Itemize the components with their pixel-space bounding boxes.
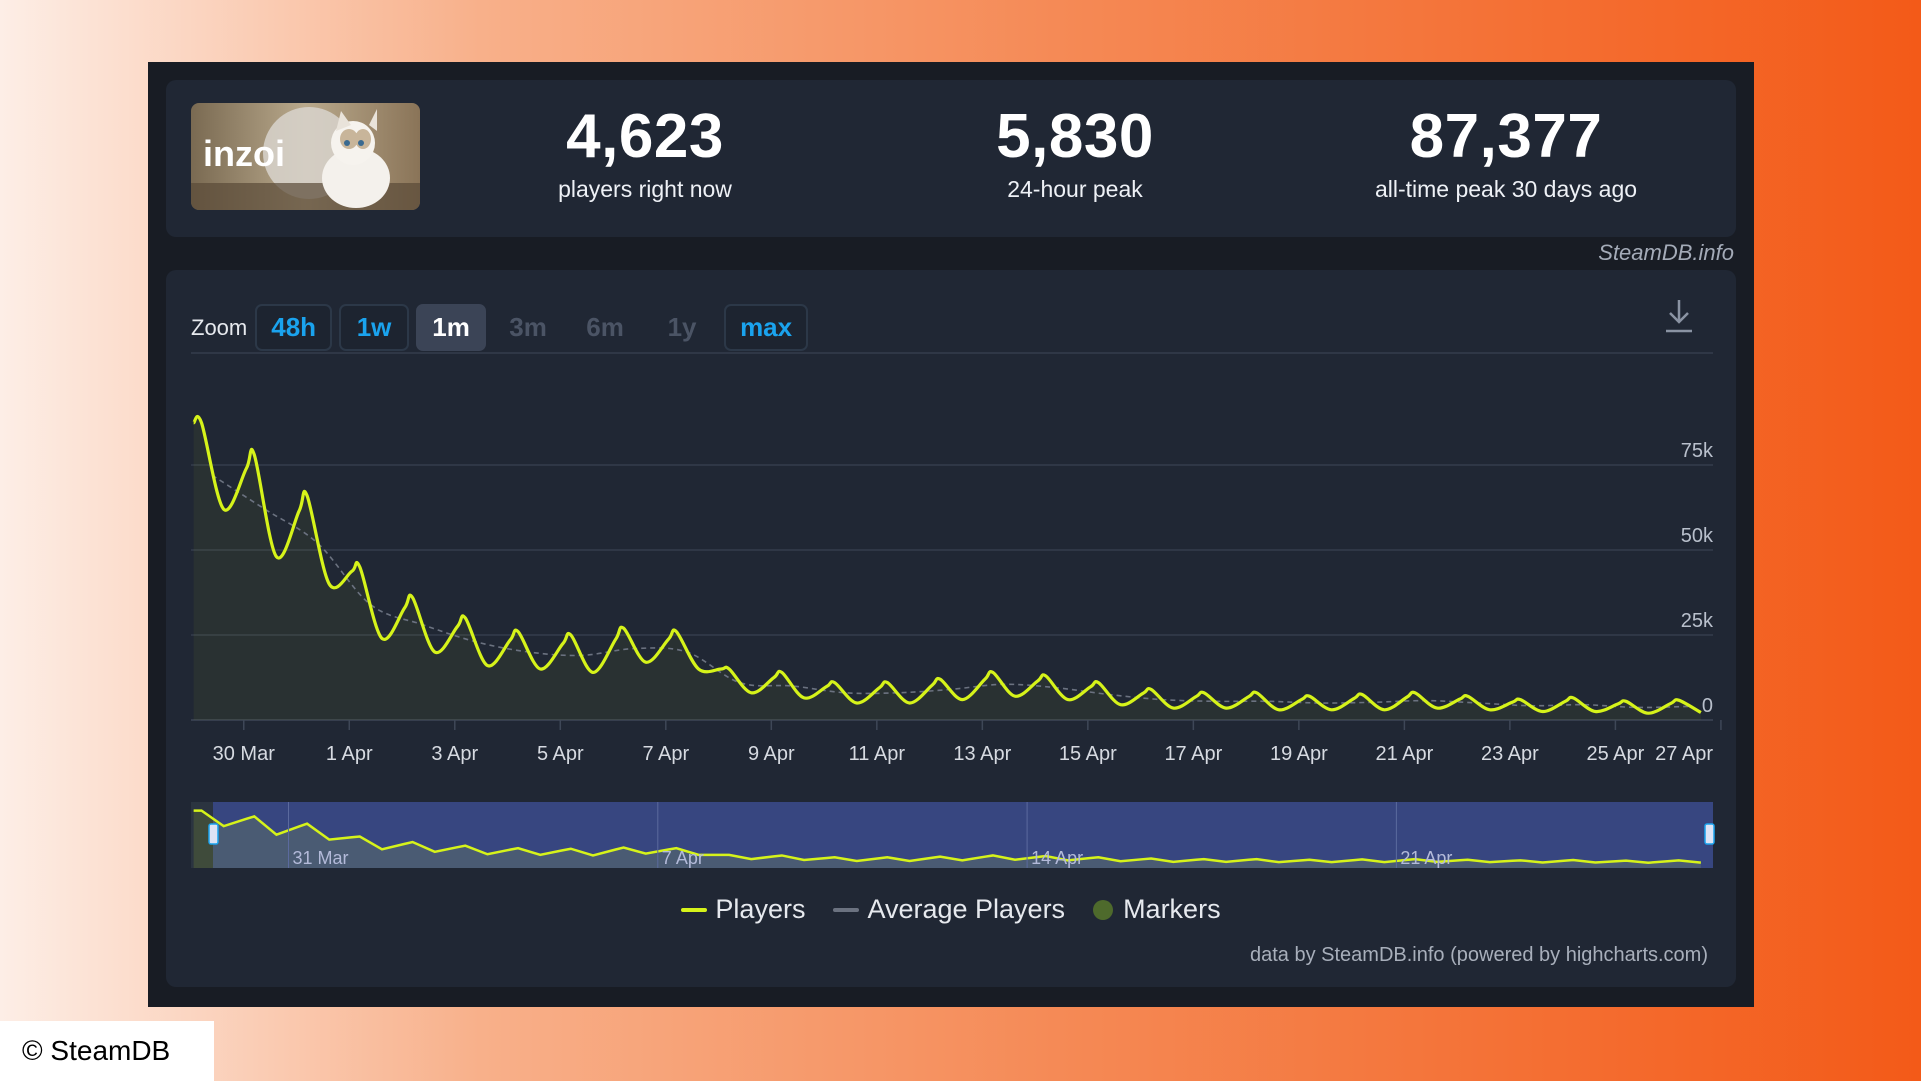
navigator-right-handle[interactable] [1704,823,1715,845]
navigator-selection [213,802,1713,868]
stat-players-now: 4,623 players right now [445,106,845,203]
x-tick-label: 27 Apr [1655,743,1713,765]
stat-value: 87,377 [1409,102,1603,171]
navigator-label: 31 Mar [293,848,349,868]
stat-label: all-time peak 30 days ago [1374,176,1638,202]
x-tick-label: 25 Apr [1586,743,1644,765]
x-tick-label: 15 Apr [1059,743,1117,765]
zoom-3m-button: 3m [509,312,547,342]
zoom-6m-button: 6m [586,312,624,342]
legend-swatch [1093,899,1114,920]
y-tick-label: 50k [1681,525,1714,547]
navigator-left-handle[interactable] [208,823,219,845]
x-tick-label: 7 Apr [642,743,689,765]
chart-legend: Players Average Players Markers [166,894,1736,925]
legend-item-players[interactable]: Players [681,894,805,925]
zoom-1y-button: 1y [667,312,697,342]
x-tick-label: 19 Apr [1270,743,1328,765]
x-tick-label: 1 Apr [326,743,373,765]
zoom-48h-button[interactable]: 48h [255,304,333,351]
legend-swatch [833,907,860,912]
x-tick-label: 5 Apr [537,743,584,765]
x-tick-label: 30 Mar [213,743,276,765]
y-tick-label: 0 [1702,695,1713,717]
legend-label: Players [715,894,806,924]
x-tick-label: 21 Apr [1375,743,1433,765]
y-tick-label: 25k [1681,610,1714,632]
navigator-line [193,809,1701,865]
zoom-1m-button[interactable]: 1m [416,304,487,351]
zoom-label: Zoom [191,314,248,340]
players-line [192,414,1702,715]
legend-label: Average Players [867,894,1066,924]
chart-card: 0 25k 50k 75k 30 Mar 1 Apr 3 Apr 5 Apr 7 Apr 9 Ap… [166,270,1736,987]
navigator-label: 21 Apr [1400,848,1452,868]
legend-item-markers[interactable]: Markers [1093,894,1221,925]
chart-credits[interactable]: data by SteamDB.info (powered by highcha… [1250,944,1708,966]
zoom-max-button[interactable]: max [724,304,809,351]
x-tick-label: 3 Apr [431,743,478,765]
zoom-1w-button[interactable]: 1w [339,304,410,351]
stat-all-time-peak: 87,377 all-time peak 30 days ago [1306,106,1706,203]
stats-card: inzoi 4,623 players right now 5,830 24-h… [166,80,1736,237]
x-tick-label: 11 Apr [849,743,906,765]
stat-24h-peak: 5,830 24-hour peak [875,106,1275,203]
legend-item-average-players[interactable]: Average Players [833,894,1065,925]
download-icon[interactable] [1664,298,1694,334]
x-tick-label: 17 Apr [1164,743,1222,765]
x-tick-label: 23 Apr [1481,743,1539,765]
stat-value: 5,830 [996,102,1154,171]
legend-swatch [681,907,708,912]
players-area [193,416,1701,720]
navigator-label: 14 Apr [1031,848,1083,868]
y-tick-label: 75k [1681,440,1714,462]
navigator-label: 7 Apr [662,848,704,868]
zoom-bar: Zoom 48h 1w 1m 3m 6m 1y max [191,304,815,351]
cat-in-moon-banner: inzoi [191,103,420,210]
x-tick-label: 13 Apr [953,743,1011,765]
copyright-notice: © SteamDB [0,1021,214,1081]
game-logo[interactable]: inzoi [191,103,420,210]
stat-label: 24-hour peak [1007,176,1143,202]
x-tick-label: 9 Apr [748,743,795,765]
player-chart: 0 25k 50k 75k 30 Mar 1 Apr 3 Apr 5 Apr 7 Apr 9 Ap… [191,352,1722,868]
stat-value: 4,623 [566,102,724,171]
stat-label: players right now [558,176,732,202]
legend-label: Markers [1123,894,1221,924]
steamdb-panel: inzoi 4,623 players right now 5,830 24-h… [148,62,1754,1007]
game-logo-text: inzoi [203,133,285,174]
steamdb-watermark[interactable]: SteamDB.info [1598,240,1734,265]
navigator-area [193,810,1701,868]
